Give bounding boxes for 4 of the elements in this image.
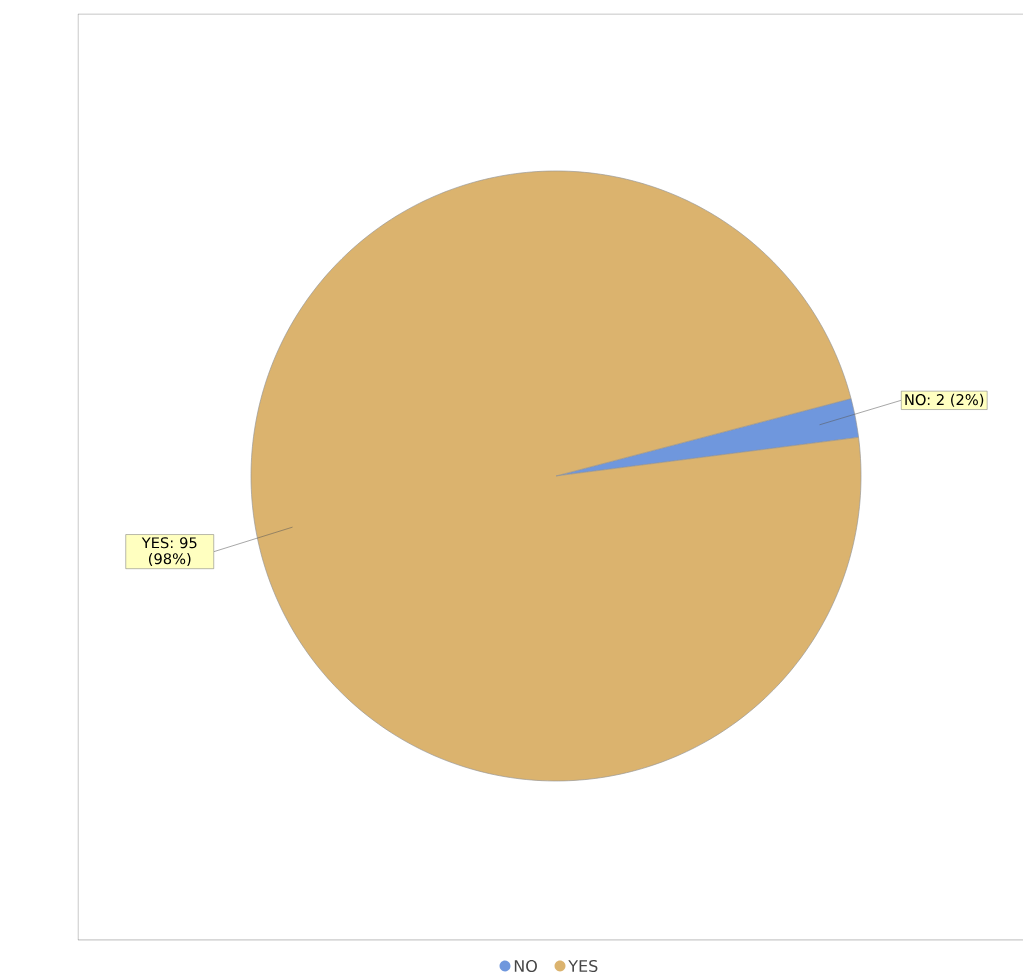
- data-label: NO: 2 (2%): [905, 393, 984, 407]
- legend-label: NO: [514, 959, 537, 973]
- legend-label: YES: [568, 959, 598, 973]
- data-label: YES: 95 (98%): [141, 537, 197, 567]
